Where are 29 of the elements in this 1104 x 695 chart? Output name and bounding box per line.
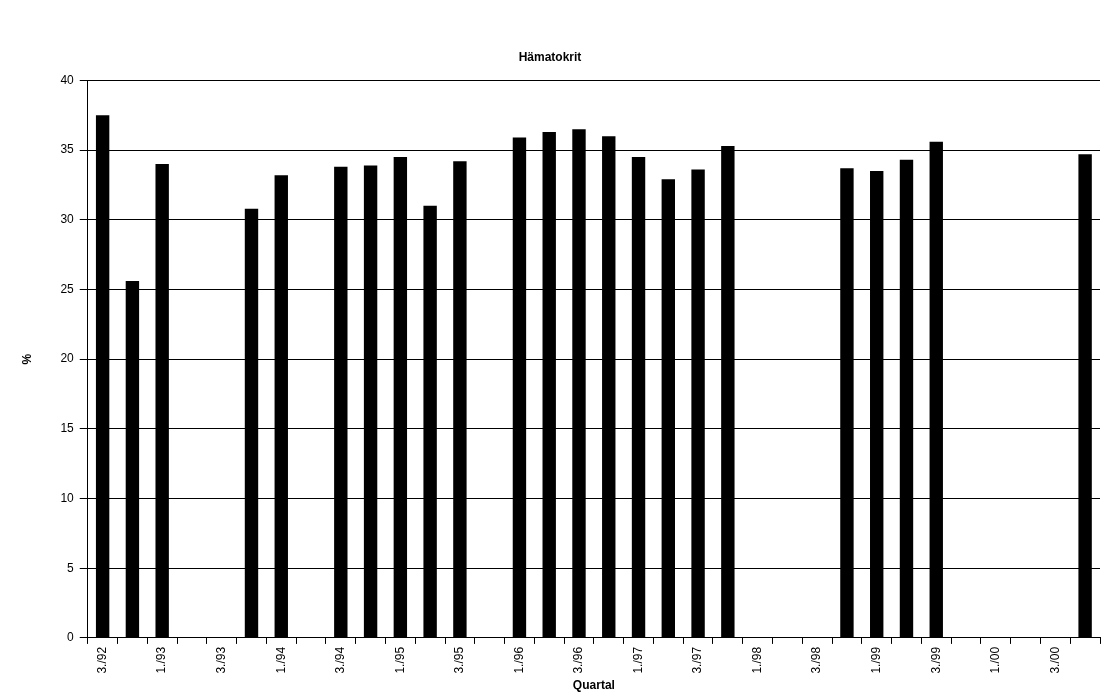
x-tick-label: 1./95 — [392, 646, 407, 674]
y-tick-label: 40 — [60, 72, 75, 87]
x-tick-label: 3./97 — [690, 646, 705, 674]
y-tick-label: 20 — [60, 351, 75, 366]
x-tick-label: 3./96 — [571, 646, 586, 674]
x-axis-title: Quartal — [572, 678, 615, 693]
y-tick-label: 5 — [67, 560, 75, 575]
x-tick-label: 3./99 — [928, 646, 943, 674]
x-tick-label: 1./96 — [511, 646, 526, 674]
x-tick-label: 3./98 — [809, 646, 824, 674]
y-tick-label: 35 — [60, 142, 75, 157]
y-tick-label: 0 — [67, 630, 75, 645]
x-tick-label: 1./93 — [154, 646, 169, 674]
x-tick-label: 1./00 — [988, 646, 1003, 674]
chart-title: Hämatokrit — [518, 49, 582, 64]
x-tick-label: 1./98 — [749, 646, 764, 674]
x-tick-label: 1./97 — [630, 646, 645, 674]
y-tick-label: 10 — [60, 490, 75, 505]
x-tick-label: 3./95 — [452, 646, 467, 674]
x-tick-label: 1./99 — [869, 646, 884, 674]
x-tick-label: 3./94 — [333, 646, 348, 674]
x-tick-label: 3./92 — [94, 646, 109, 674]
y-tick-label: 30 — [60, 212, 75, 227]
y-tick-label: 25 — [60, 281, 75, 296]
x-tick-label: 3./00 — [1047, 646, 1062, 674]
x-tick-label: 3./93 — [214, 646, 229, 674]
y-tick-label: 15 — [60, 421, 75, 436]
y-axis-title: % — [19, 353, 34, 365]
x-tick-label: 1./94 — [273, 646, 288, 674]
